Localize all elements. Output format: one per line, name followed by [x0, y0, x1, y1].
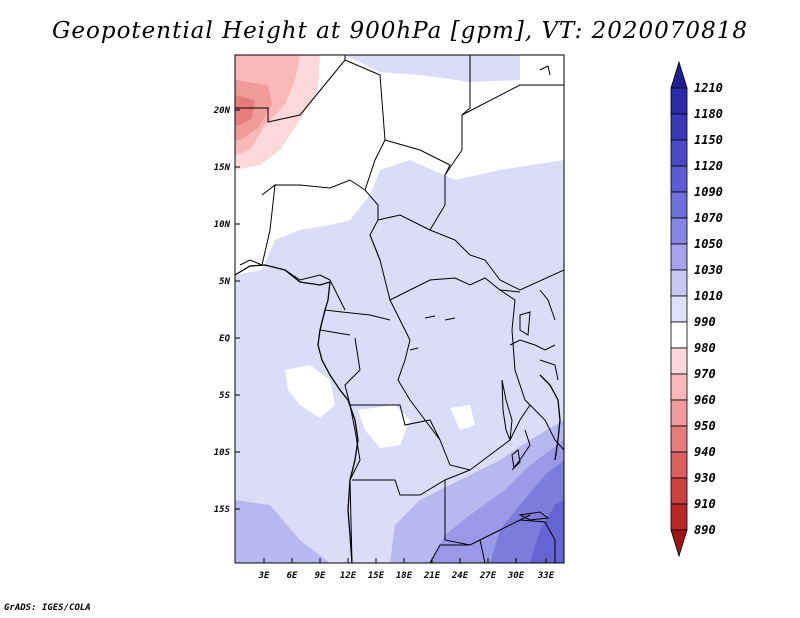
lon-label: 3E [258, 558, 270, 581]
lon-axis: 3E 6E 9E 12E 15E 18E 21E 24E 27E 30E 33E [258, 558, 555, 581]
lat-label: 20N [213, 106, 240, 116]
field-blue-1030 [235, 500, 330, 563]
colorbar-bin [670, 425, 688, 453]
svg-text:15N: 15N [214, 163, 231, 173]
colorbar-label: 1180 [694, 107, 723, 121]
field-white-patch-1 [285, 365, 335, 418]
colorbar-label: 1030 [694, 263, 723, 277]
colorbar-bin [670, 399, 688, 427]
field-red-960 [235, 80, 272, 140]
colorbar-label: 990 [694, 315, 716, 329]
svg-text:3E: 3E [258, 571, 270, 581]
colorbar-label: 970 [694, 367, 716, 381]
colorbar-bin [670, 87, 688, 115]
lat-label: 10S [214, 448, 240, 458]
colorbar-bin [670, 139, 688, 167]
svg-text:5N: 5N [219, 277, 230, 287]
colorbar-label: 1050 [694, 237, 723, 251]
svg-text:15E: 15E [368, 571, 385, 581]
coastline [235, 264, 561, 563]
svg-text:6E: 6E [287, 571, 298, 581]
svg-text:15S: 15S [214, 505, 231, 515]
svg-text:9E: 9E [315, 571, 326, 581]
colorbar-label: 940 [694, 445, 716, 459]
svg-text:10S: 10S [214, 448, 231, 458]
lat-label: 15S [214, 505, 240, 515]
colorbar-label: 1090 [694, 185, 723, 199]
lon-label: 15E [368, 558, 385, 581]
country-borders [235, 55, 564, 563]
colorbar-bin [670, 191, 688, 219]
svg-text:30E: 30E [507, 571, 525, 581]
field-white-patch-2 [358, 405, 410, 448]
svg-text:21E: 21E [423, 571, 441, 581]
colorbar-label: 960 [694, 393, 716, 407]
colorbar: 1210 1180 1150 1120 1090 1070 1050 1030 1010 990 9… [670, 60, 723, 558]
colorbar-label: 1120 [694, 159, 723, 173]
svg-text:20N: 20N [213, 106, 231, 116]
colorbar-bin [670, 165, 688, 193]
lon-label: 24E [451, 558, 469, 581]
colorbar-bin [670, 529, 688, 558]
grads-credit: GrADS: IGES/COLA [4, 603, 91, 613]
colorbar-bin [670, 269, 688, 297]
field-white-north [235, 55, 564, 275]
svg-text:18E: 18E [396, 571, 413, 581]
map-title: Geopotential Height at 900hPa [gpm], VT:… [52, 18, 748, 44]
lon-label: 18E [396, 558, 413, 581]
lat-label: 10N [214, 220, 240, 230]
svg-text:27E: 27E [479, 571, 497, 581]
colorbar-bin [670, 477, 688, 505]
colorbar-bin [670, 451, 688, 479]
colorbar-bin [670, 503, 688, 531]
colorbar-label: 910 [694, 497, 716, 511]
colorbar-bin [670, 217, 688, 245]
lon-label: 21E [423, 558, 441, 581]
lon-label: 33E [537, 558, 555, 581]
colorbar-label: 980 [694, 341, 716, 355]
map-panel [235, 55, 564, 563]
colorbar-bin [670, 373, 688, 401]
lat-label: 5N [219, 277, 240, 287]
colorbar-label: 890 [694, 523, 716, 537]
svg-text:33E: 33E [537, 571, 555, 581]
colorbar-bin [670, 347, 688, 375]
lon-label: 27E [479, 558, 497, 581]
colorbar-bin [670, 243, 688, 271]
lon-label: 9E [315, 558, 326, 581]
colorbar-label: 1070 [694, 211, 723, 225]
svg-text:5S: 5S [219, 391, 230, 401]
colorbar-label: 1210 [694, 81, 723, 95]
field-light-top [345, 55, 520, 82]
lat-label: EQ [219, 334, 240, 344]
field-red-950 [235, 95, 255, 125]
svg-text:12E: 12E [340, 571, 357, 581]
map-frame [234, 54, 565, 564]
lon-label: 6E [287, 558, 298, 581]
svg-text:24E: 24E [451, 571, 469, 581]
lakes [409, 65, 551, 521]
colorbar-label: 1150 [694, 133, 723, 147]
colorbar-bin [670, 295, 688, 323]
colorbar-label: 930 [694, 471, 716, 485]
lat-label: 15N [214, 163, 240, 173]
lon-label: 12E [340, 558, 357, 581]
field-white-patch-3 [450, 405, 475, 430]
colorbar-bin [670, 60, 688, 89]
colorbar-label: 950 [694, 419, 716, 433]
svg-text:EQ: EQ [219, 334, 230, 344]
lat-label: 5S [219, 391, 240, 401]
colorbar-bin [670, 113, 688, 141]
lon-label: 30E [507, 558, 525, 581]
colorbar-bin [670, 321, 688, 349]
colorbar-label: 1010 [694, 289, 723, 303]
lat-axis: 20N 15N 10N 5N EQ 5S 10S 15S [213, 106, 240, 515]
svg-text:10N: 10N [214, 220, 231, 230]
